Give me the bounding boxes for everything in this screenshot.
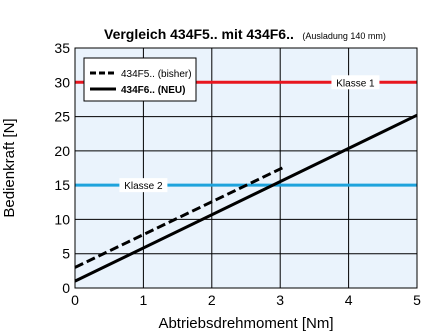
y-tick-label: 10 (54, 211, 70, 227)
y-tick-label: 20 (54, 143, 70, 159)
y-axis-title: Bedienkraft [N] (1, 118, 18, 217)
series-line-1 (74, 113, 418, 283)
x-tick-label: 0 (71, 292, 79, 308)
y-tick-label: 15 (54, 177, 70, 193)
y-tick-labels: 0 5 10 15 20 25 30 35 (54, 40, 70, 296)
x-tick-label: 1 (140, 292, 148, 308)
legend: 434F5.. (bisher) 434F6.. (NEU) (83, 57, 197, 102)
legend-label-bisher: 434F5.. (bisher) (121, 69, 192, 80)
x-tick-labels: 0 1 2 3 4 5 (71, 292, 421, 308)
series-lines (74, 113, 418, 283)
x-axis-title: Abtriebsdrehmoment [Nm] (158, 315, 333, 332)
reference-label-box (119, 178, 168, 193)
x-tick-label: 2 (208, 292, 216, 308)
chart-subtitle: (Ausladung 140 mm) (302, 31, 386, 41)
y-tick-label: 0 (62, 280, 70, 296)
chart-title: Vergleich 434F5.. mit 434F6.. (Ausladung… (104, 26, 386, 43)
reference-label: Klasse 2 (124, 181, 163, 192)
plot-frame (74, 47, 418, 289)
y-tick-label: 30 (54, 74, 70, 90)
legend-label-neu: 434F6.. (NEU) (121, 85, 185, 96)
x-tick-label: 5 (413, 292, 421, 308)
chart-title-main: Vergleich 434F5.. mit 434F6.. (104, 26, 294, 42)
y-tick-label: 25 (54, 109, 70, 125)
legend-box (83, 57, 197, 102)
y-tick-label: 5 (62, 246, 70, 262)
x-tick-label: 4 (345, 292, 353, 308)
y-tick-label: 35 (54, 40, 70, 56)
x-tick-label: 3 (276, 292, 284, 308)
reference-label: Klasse 1 (336, 78, 375, 89)
reference-label-box (331, 75, 380, 90)
